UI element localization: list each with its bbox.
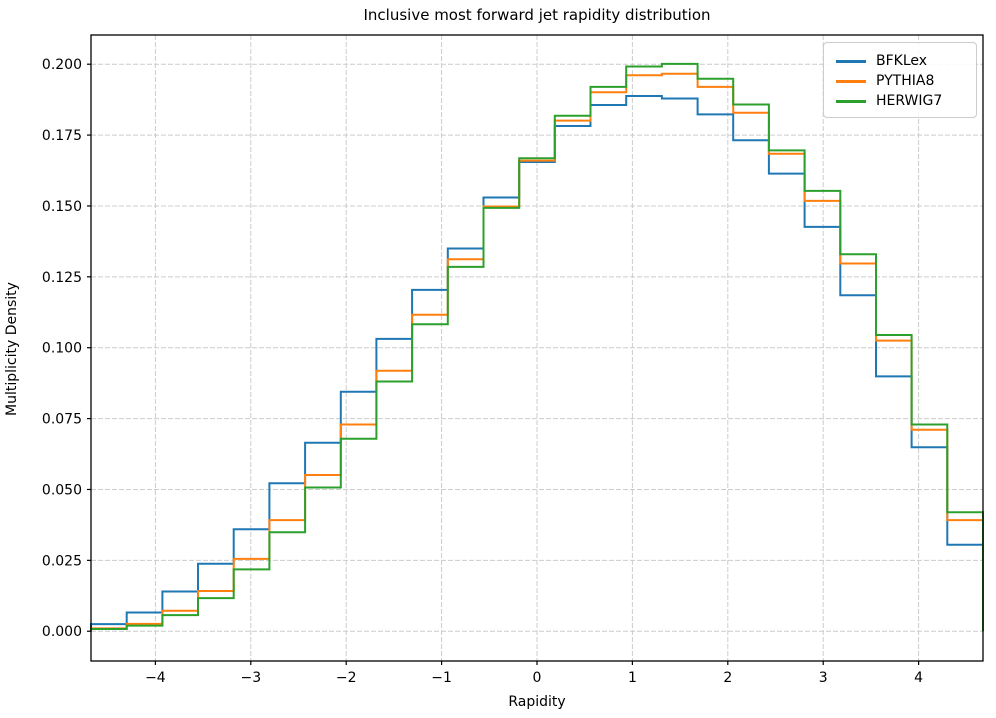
x-tick-label: 1	[628, 670, 637, 686]
series-herwig7-line	[90, 62, 984, 632]
legend-line-swatch	[836, 99, 866, 103]
y-tick-label: 0.175	[42, 128, 82, 144]
legend-item-pythia8: PYTHIA8	[836, 71, 966, 91]
x-axis-label: Rapidity	[508, 694, 566, 710]
x-tick-label: −2	[336, 670, 357, 686]
legend-line-swatch	[836, 79, 866, 83]
x-tick-label: 4	[914, 670, 923, 686]
y-tick-label: 0.050	[42, 482, 82, 498]
y-tick-label: 0.075	[42, 412, 82, 428]
y-tick-label: 0.125	[42, 270, 82, 286]
x-tick-label: 3	[819, 670, 828, 686]
y-tick-label: 0.200	[42, 57, 82, 73]
y-tick-label: 0.025	[42, 553, 82, 569]
legend-line-swatch	[836, 59, 866, 63]
legend: BFKLex PYTHIA8 HERWIG7	[823, 42, 977, 118]
x-tick-label: −1	[431, 670, 452, 686]
legend-item-herwig7: HERWIG7	[836, 91, 966, 111]
legend-item-bfklex: BFKLex	[836, 51, 966, 71]
legend-item-label: PYTHIA8	[876, 73, 935, 89]
y-tick-label: 0.150	[42, 199, 82, 215]
legend-item-label: HERWIG7	[876, 93, 943, 109]
y-tick-label: 0.000	[42, 624, 82, 640]
x-tick-label: −4	[145, 670, 166, 686]
y-axis-label: Multiplicity Density	[4, 282, 20, 416]
x-tick-label: 0	[533, 670, 542, 686]
x-tick-label: 2	[723, 670, 732, 686]
chart-title: Inclusive most forward jet rapidity dist…	[363, 6, 711, 24]
x-tick-label: −3	[240, 670, 261, 686]
legend-item-label: BFKLex	[876, 53, 928, 69]
y-tick-label: 0.100	[42, 341, 82, 357]
